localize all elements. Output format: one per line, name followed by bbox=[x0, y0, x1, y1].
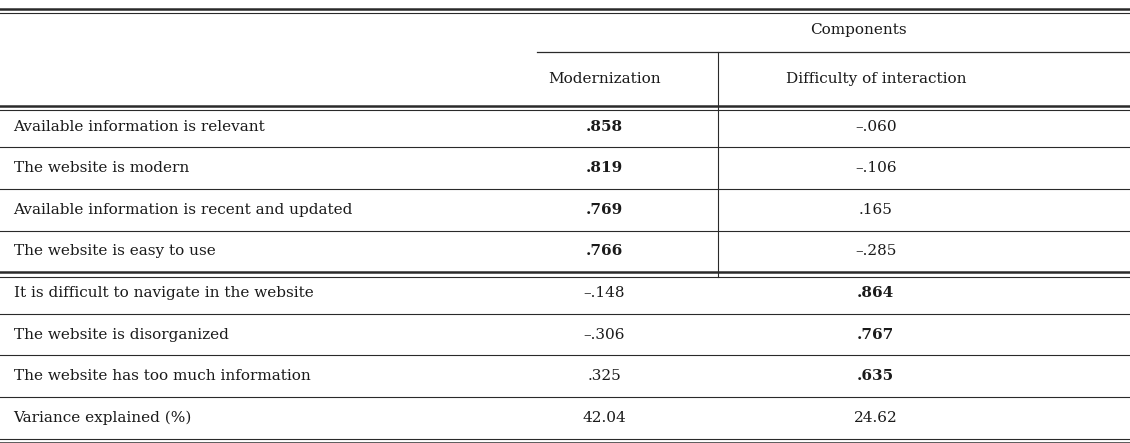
Text: .635: .635 bbox=[858, 369, 894, 383]
Text: The website has too much information: The website has too much information bbox=[14, 369, 311, 383]
Text: The website is modern: The website is modern bbox=[14, 161, 189, 175]
Text: Modernization: Modernization bbox=[548, 72, 661, 85]
Text: Variance explained (%): Variance explained (%) bbox=[14, 411, 192, 425]
Text: Available information is recent and updated: Available information is recent and upda… bbox=[14, 203, 353, 217]
Text: .858: .858 bbox=[586, 120, 623, 134]
Text: Available information is relevant: Available information is relevant bbox=[14, 120, 266, 134]
Text: .766: .766 bbox=[586, 245, 623, 258]
Text: –.106: –.106 bbox=[855, 161, 896, 175]
Text: 42.04: 42.04 bbox=[583, 411, 626, 425]
Text: –.285: –.285 bbox=[855, 245, 896, 258]
Text: The website is easy to use: The website is easy to use bbox=[14, 245, 216, 258]
Text: Components: Components bbox=[810, 23, 907, 37]
Text: It is difficult to navigate in the website: It is difficult to navigate in the websi… bbox=[14, 286, 313, 300]
Text: Difficulty of interaction: Difficulty of interaction bbox=[785, 72, 966, 85]
Text: –.148: –.148 bbox=[584, 286, 625, 300]
Text: 24.62: 24.62 bbox=[854, 411, 897, 425]
Text: .165: .165 bbox=[859, 203, 893, 217]
Text: .767: .767 bbox=[858, 327, 894, 342]
Text: The website is disorganized: The website is disorganized bbox=[14, 327, 228, 342]
Text: .769: .769 bbox=[586, 203, 623, 217]
Text: .864: .864 bbox=[858, 286, 894, 300]
Text: .325: .325 bbox=[588, 369, 622, 383]
Text: –.060: –.060 bbox=[855, 120, 896, 134]
Text: –.306: –.306 bbox=[584, 327, 625, 342]
Text: .819: .819 bbox=[586, 161, 623, 175]
